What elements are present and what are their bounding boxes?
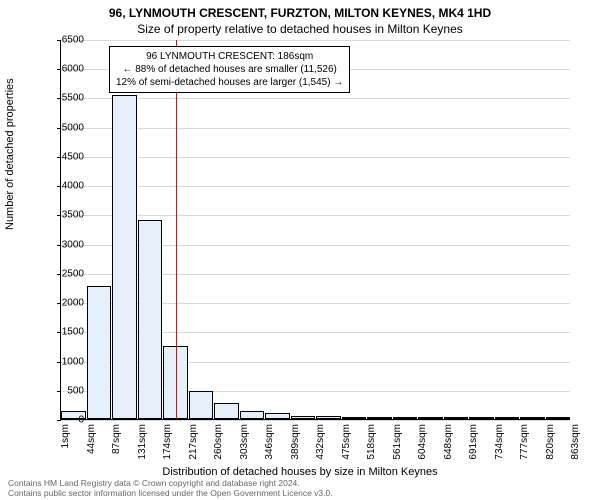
x-tick-label: 87sqm: [111, 424, 122, 466]
x-tick-label: 174sqm: [162, 424, 173, 466]
histogram-bar: [189, 391, 214, 419]
chart-title-line2: Size of property relative to detached ho…: [0, 22, 600, 36]
x-tick-label: 303sqm: [239, 424, 250, 466]
histogram-bar: [444, 417, 469, 419]
histogram-bar: [393, 417, 418, 419]
histogram-bar: [112, 95, 137, 419]
histogram-bar: [265, 413, 290, 419]
chart-title-line1: 96, LYNMOUTH CRESCENT, FURZTON, MILTON K…: [0, 6, 600, 20]
footer-line1: Contains HM Land Registry data © Crown c…: [8, 478, 333, 488]
histogram-bar: [546, 417, 571, 419]
annotation-line3: 12% of semi-detached houses are larger (…: [116, 76, 343, 89]
x-tick-label: 820sqm: [545, 424, 556, 466]
y-tick-label: 4000: [44, 181, 84, 192]
x-tick-label: 432sqm: [315, 424, 326, 466]
x-tick-label: 131sqm: [137, 424, 148, 466]
histogram-bar: [291, 416, 316, 420]
y-tick-label: 4500: [44, 151, 84, 162]
x-tick-label: 389sqm: [290, 424, 301, 466]
histogram-bar: [240, 411, 265, 419]
histogram-bar: [367, 417, 392, 419]
x-axis-label: Distribution of detached houses by size …: [0, 466, 600, 478]
x-tick-label: 1sqm: [60, 424, 71, 466]
x-tick-label: 260sqm: [213, 424, 224, 466]
y-tick-label: 5000: [44, 122, 84, 133]
x-tick-label: 561sqm: [392, 424, 403, 466]
histogram-bar: [214, 403, 239, 419]
footer-attribution: Contains HM Land Registry data © Crown c…: [8, 478, 333, 498]
x-tick-label: 734sqm: [494, 424, 505, 466]
x-tick-label: 346sqm: [264, 424, 275, 466]
y-tick-label: 3500: [44, 210, 84, 221]
gridline: [61, 420, 570, 421]
y-tick-label: 2000: [44, 298, 84, 309]
y-tick-label: 6000: [44, 64, 84, 75]
x-tick-label: 604sqm: [417, 424, 428, 466]
x-tick-label: 863sqm: [570, 424, 581, 466]
plot-area: 96 LYNMOUTH CRESCENT: 186sqm ← 88% of de…: [60, 40, 570, 420]
y-tick-label: 3000: [44, 239, 84, 250]
histogram-bar: [520, 417, 545, 419]
x-tick-label: 648sqm: [443, 424, 454, 466]
x-tick-label: 217sqm: [188, 424, 199, 466]
x-tick-label: 518sqm: [366, 424, 377, 466]
y-tick-label: 5500: [44, 93, 84, 104]
x-tick-label: 777sqm: [519, 424, 530, 466]
y-tick-label: 500: [44, 385, 84, 396]
histogram-bar: [316, 416, 341, 419]
x-tick-label: 44sqm: [86, 424, 97, 466]
histogram-bar: [495, 417, 520, 419]
x-tick-label: 691sqm: [468, 424, 479, 466]
y-tick-label: 6500: [44, 35, 84, 46]
histogram-bar: [418, 417, 443, 419]
y-tick-label: 1000: [44, 356, 84, 367]
histogram-bar: [138, 220, 163, 419]
histogram-bar: [342, 417, 367, 419]
annotation-line1: 96 LYNMOUTH CRESCENT: 186sqm: [116, 50, 343, 63]
y-tick-label: 2500: [44, 268, 84, 279]
y-tick-label: 1500: [44, 327, 84, 338]
annotation-box: 96 LYNMOUTH CRESCENT: 186sqm ← 88% of de…: [109, 46, 350, 93]
x-tick-label: 475sqm: [341, 424, 352, 466]
reference-line: [176, 40, 177, 419]
bars-container: [61, 40, 570, 419]
annotation-line2: ← 88% of detached houses are smaller (11…: [116, 63, 343, 76]
footer-line2: Contains public sector information licen…: [8, 488, 333, 498]
histogram-bar: [87, 286, 112, 419]
histogram-bar: [469, 417, 494, 419]
y-axis-label: Number of detached properties: [4, 78, 16, 230]
